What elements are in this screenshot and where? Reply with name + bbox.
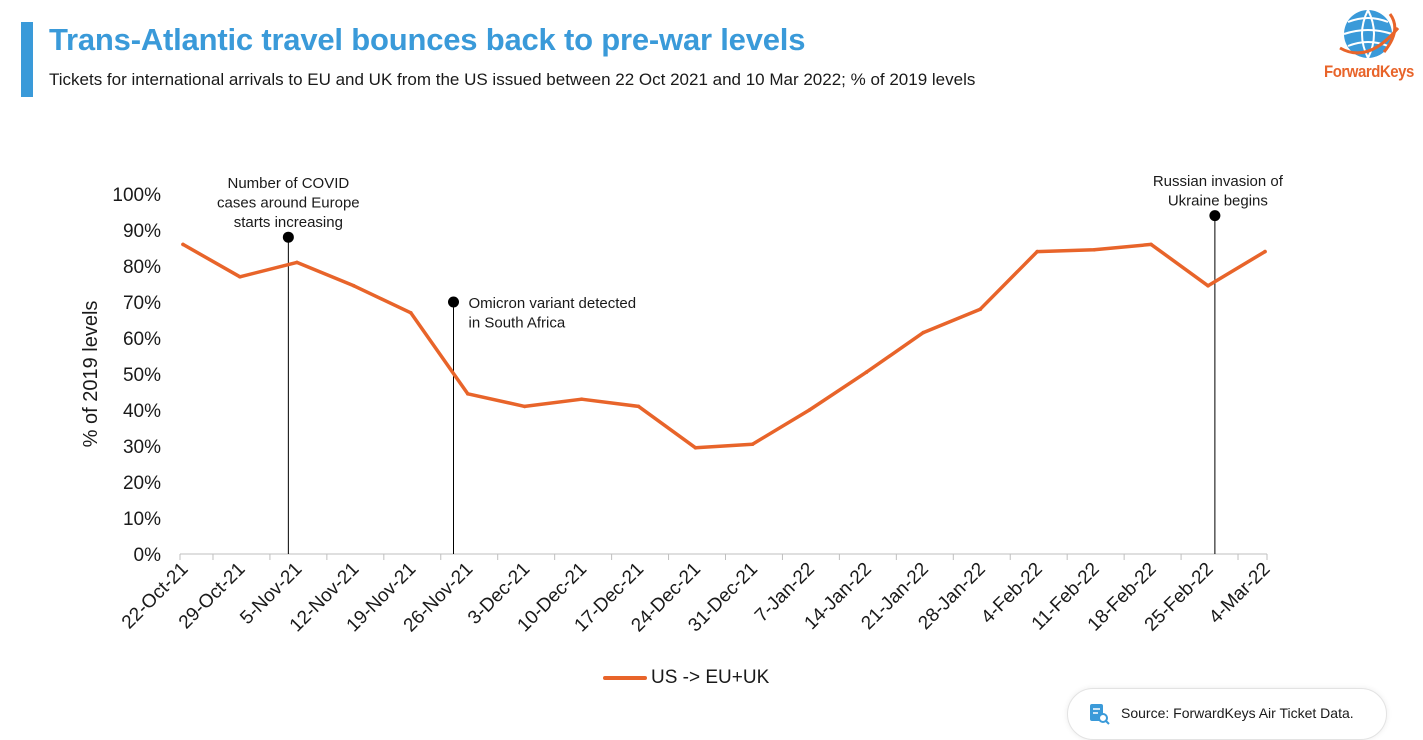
y-tick-label: 50%: [123, 365, 161, 386]
annotation-text: starts increasing: [234, 214, 343, 231]
y-tick-label: 70%: [123, 293, 161, 314]
y-axis-label: % of 2019 levels: [80, 301, 102, 448]
y-tick-label: 90%: [123, 221, 161, 242]
series-line: [181, 242, 1267, 450]
data-point: [579, 397, 584, 401]
data-point: [921, 330, 926, 335]
y-tick-label: 80%: [123, 257, 161, 278]
annotation-text: Ukraine begins: [1168, 193, 1268, 210]
annotation-dot: [282, 231, 294, 243]
data-point: [1149, 242, 1153, 247]
data-point: [1092, 248, 1096, 252]
data-point: [693, 446, 698, 450]
data-point: [181, 242, 185, 247]
annotation-dot: [448, 296, 459, 308]
globe-icon: [1339, 9, 1400, 59]
y-tick-label: 100%: [112, 185, 161, 206]
data-point: [522, 404, 527, 409]
title-accent-bar: [21, 22, 33, 97]
y-tick-label: 30%: [123, 437, 161, 458]
data-point: [465, 392, 470, 396]
data-point: [238, 275, 242, 279]
logo-text: ForwardKeys: [1324, 62, 1414, 81]
annotation-text: Omicron variant detected: [469, 295, 637, 312]
legend-swatch: [603, 676, 647, 680]
x-tick-label: 4-Mar-22: [1205, 559, 1274, 628]
page-title: Trans-Atlantic travel bounces back to pr…: [49, 22, 806, 57]
y-tick-label: 40%: [123, 401, 161, 422]
data-point: [807, 408, 812, 412]
line-chart: 0% 10% 20% 30% 40% 50% 60% 70% 80% 90% 100% % of 20…: [80, 173, 1284, 636]
source-note: Source: ForwardKeys Air Ticket Data.: [1067, 688, 1387, 740]
data-point: [1206, 284, 1210, 288]
annotation-text: cases around Europe: [217, 195, 360, 212]
annotation-text: Number of COVID: [228, 175, 350, 192]
legend-label: US -> EU+UK: [651, 667, 770, 688]
data-point: [408, 311, 413, 315]
annotation-text: in South Africa: [469, 315, 566, 332]
data-point: [864, 370, 869, 374]
data-point: [978, 307, 983, 311]
annotation-text: Russian invasion of: [1153, 173, 1284, 190]
y-tick-label: 20%: [123, 473, 161, 494]
source-text: Source: ForwardKeys Air Ticket Data.: [1121, 705, 1354, 721]
data-point: [636, 404, 641, 409]
forwardkeys-logo: ForwardKeys: [1318, 8, 1418, 86]
y-tick-label: 0%: [134, 545, 162, 566]
document-search-icon: [1090, 704, 1110, 725]
data-point: [295, 260, 299, 265]
data-point: [352, 284, 356, 288]
data-point: [750, 442, 755, 447]
chart-legend: US -> EU+UK: [603, 666, 769, 690]
y-tick-label: 60%: [123, 329, 161, 350]
page-subtitle: Tickets for international arrivals to EU…: [49, 70, 976, 89]
data-point: [1263, 249, 1267, 254]
data-point: [1035, 249, 1040, 254]
y-tick-label: 10%: [123, 509, 161, 530]
annotation-dot: [1209, 210, 1221, 222]
